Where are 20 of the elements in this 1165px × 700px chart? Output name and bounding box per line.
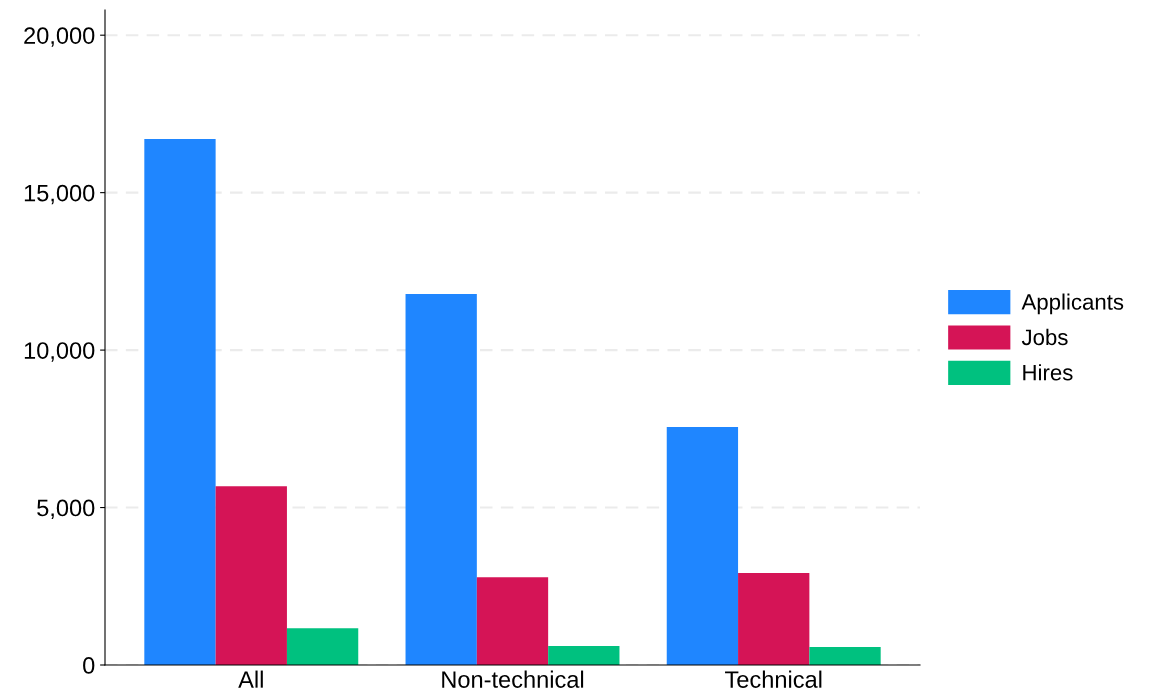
bar [405,294,477,665]
x-tick-label: Technical [725,670,822,688]
bar [666,426,739,665]
y-tick-label: 10,000 [24,342,95,362]
x-tick-label: Non-technical [442,670,584,688]
bar [476,577,549,665]
legend-label: Hires [1023,364,1073,381]
y-tick-label: 15,000 [24,184,95,205]
x-tick-label: All [238,670,263,688]
bar [286,628,359,665]
bar [548,646,620,665]
legend-label: Jobs [1021,328,1068,346]
bar [809,647,881,665]
y-tick-label: 20,000 [24,27,95,47]
y-tick-label: 5,000 [37,499,95,520]
bar [738,573,810,665]
bar [144,139,216,665]
bar [215,486,287,665]
legend-label: Applicants [1021,293,1124,315]
y-tick-label: 0 [83,657,95,674]
